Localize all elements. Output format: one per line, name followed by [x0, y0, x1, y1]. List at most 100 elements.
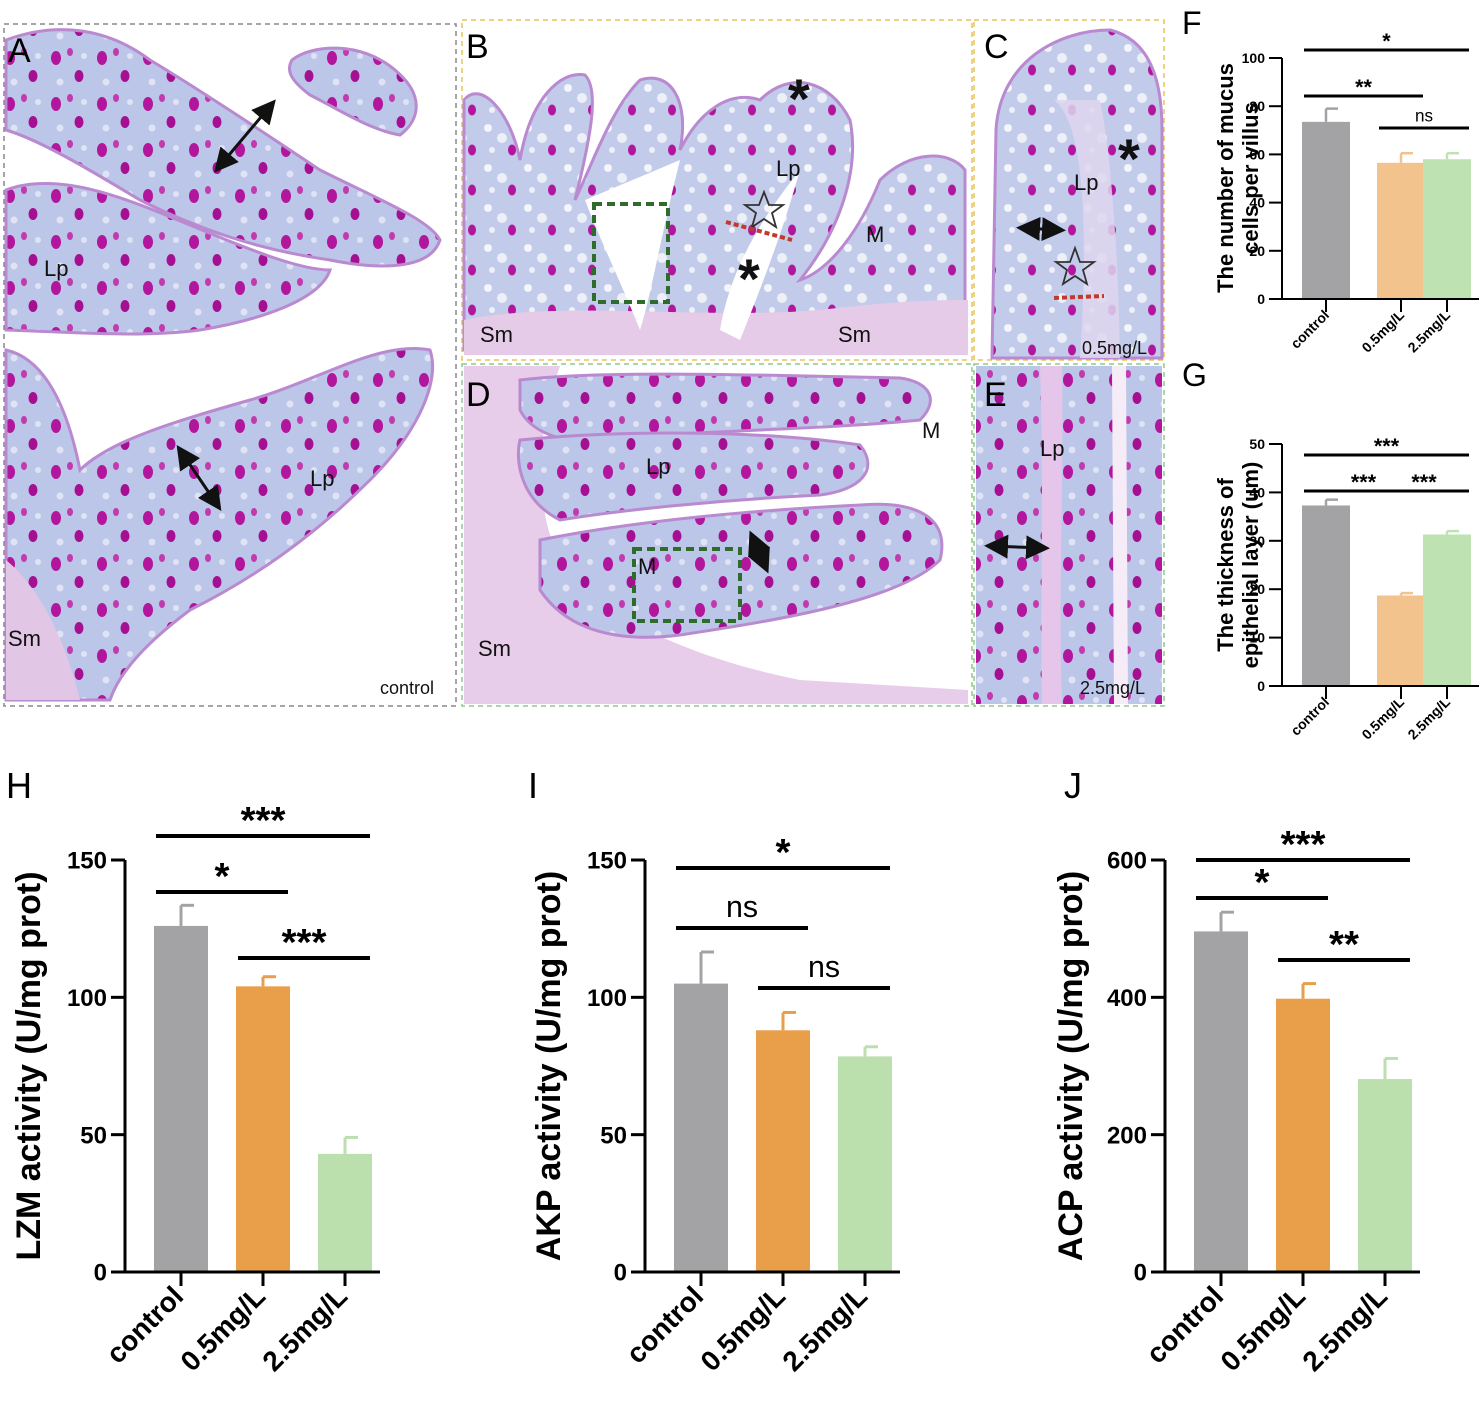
lamina-gap-b2 [720, 170, 800, 340]
label-c-lp: Lp [1074, 170, 1098, 195]
y-tick-label-f-0: 0 [1257, 291, 1265, 307]
category-label-g-1: 0.5mg/L [1358, 693, 1407, 742]
chart-f: F 0 20 40 60 80 100 control 0.5mg/L2.5mg/L The nu… [1182, 5, 1479, 356]
significance-label-h-1: *** [282, 921, 327, 964]
significance-label-i-1: ns [808, 950, 840, 984]
y-tick-label-i-0: 0 [614, 1260, 627, 1287]
star-marker-b [742, 189, 786, 230]
y-axis-label-g-0: The thickness of [1213, 478, 1238, 652]
label-b-sm1: Sm [480, 322, 513, 347]
label-b-sm2: Sm [838, 322, 871, 347]
panel-letter-h: H [6, 765, 32, 806]
thickness-arrow-a1 [214, 99, 276, 173]
lumen-e [1112, 366, 1128, 704]
bar-h-2 [318, 1153, 372, 1272]
caption-a: control [380, 678, 434, 698]
bar-h-0 [154, 925, 208, 1272]
caption-e: 2.5mg/L [1080, 678, 1145, 698]
y-axis-label-j-0: ACP activity (U/mg prot) [1052, 871, 1090, 1261]
y-axis-label-g-1: epithelial layer (um) [1238, 462, 1263, 669]
bar-f-0 [1302, 121, 1350, 300]
y-axis-label-h-0: LZM activity (U/mg prot) [10, 871, 48, 1260]
panel-letter-d: D [466, 376, 491, 414]
chart-g: G 0 10 20 30 40 50 control 0.5mg/L2.5mg/L The thi… [1182, 357, 1479, 743]
significance-label-i-0: ns [726, 890, 758, 924]
lamina-e [1040, 366, 1063, 704]
significance-label-j-2: *** [1281, 823, 1326, 866]
label-d-m1: M [922, 418, 940, 443]
y-tick-label-g-0: 0 [1257, 678, 1265, 694]
y-tick-label-j-3: 600 [1107, 848, 1147, 875]
y-tick-label-g-1: 10 [1249, 630, 1265, 646]
bar-j-2 [1358, 1079, 1412, 1272]
villus-a-bottom [4, 347, 434, 702]
panel-letter-f: F [1182, 5, 1202, 41]
label-a-lp2: Lp [310, 466, 334, 491]
red-measure-c [1053, 294, 1105, 300]
panel-d: D Lp M M Sm [461, 363, 973, 707]
significance-label-h-0: * [215, 855, 230, 898]
y-tick-label-j-1: 200 [1107, 1122, 1147, 1149]
category-label-f-2: 2.5mg/L [1404, 306, 1453, 355]
label-b-m: M [866, 222, 884, 247]
bar-i-0 [674, 983, 728, 1272]
category-label-i-2: 2.5mg/L [777, 1280, 874, 1377]
y-tick-label-h-2: 100 [67, 985, 107, 1012]
panel-a: A Lp Lp Sm control [3, 23, 457, 707]
label-d-sm: Sm [478, 636, 511, 661]
thickness-arrow-a2 [176, 445, 222, 511]
panel-e: E Lp 2.5mg/L [973, 363, 1165, 707]
panel-letter-b: B [466, 28, 489, 66]
y-tick-label-f-5: 100 [1242, 50, 1266, 66]
y-tick-label-h-0: 0 [94, 1260, 107, 1287]
category-label-g-2: 2.5mg/L [1404, 693, 1453, 742]
panel-letter-c: C [984, 28, 1009, 66]
significance-label-f-2: * [1382, 28, 1391, 53]
y-tick-label-f-1: 20 [1249, 243, 1265, 259]
significance-label-h-2: *** [241, 799, 286, 842]
bar-i-1 [756, 1030, 810, 1272]
y-tick-label-g-3: 30 [1249, 533, 1265, 549]
villus-e [976, 366, 1162, 704]
bar-f-2 [1423, 159, 1471, 299]
y-tick-label-f-2: 40 [1249, 195, 1265, 211]
category-label-g-0: control [1287, 694, 1332, 739]
bar-h-1 [236, 986, 290, 1272]
y-axis-label-f-0: The number of mucus [1213, 63, 1238, 293]
significance-label-g-1: *** [1411, 469, 1437, 494]
y-axis-label-i-0: AKP activity (U/mg prot) [530, 871, 568, 1261]
asterisk-b1: * [788, 67, 810, 130]
y-tick-label-i-1: 50 [600, 1122, 627, 1149]
caption-c: 0.5mg/L [1082, 338, 1147, 358]
category-label-i-1: 0.5mg/L [695, 1280, 792, 1377]
panel-letter-g: G [1182, 357, 1207, 393]
inset-box-b [592, 202, 670, 304]
submucosa-b [464, 300, 968, 355]
bar-i-2 [838, 1056, 892, 1272]
villus-d-mid [516, 431, 870, 522]
red-measure-b [725, 220, 793, 242]
thickness-arrow-d [747, 530, 771, 574]
panel-letter-j: J [1064, 765, 1082, 806]
submucosa-a [6, 560, 80, 700]
y-tick-label-g-5: 50 [1249, 436, 1265, 452]
category-label-h-1: 0.5mg/L [175, 1280, 272, 1377]
panel-letter-i: I [528, 765, 538, 806]
significance-label-j-1: ** [1329, 923, 1359, 966]
y-tick-label-i-3: 150 [587, 848, 627, 875]
bar-f-1 [1377, 162, 1425, 299]
bar-g-1 [1377, 595, 1425, 686]
asterisk-b2: * [738, 247, 760, 310]
label-e-lp: Lp [1040, 436, 1064, 461]
villi-b [462, 72, 967, 352]
panel-letter-a: A [8, 32, 31, 70]
y-tick-label-j-2: 400 [1107, 985, 1147, 1012]
y-tick-label-f-4: 80 [1249, 98, 1265, 114]
panel-b: * * B Lp M Sm Sm [461, 19, 973, 361]
category-label-f-0: control [1287, 307, 1332, 352]
villus-d-bottom [538, 502, 944, 639]
y-tick-label-j-0: 0 [1134, 1260, 1147, 1287]
bar-j-1 [1276, 998, 1330, 1272]
